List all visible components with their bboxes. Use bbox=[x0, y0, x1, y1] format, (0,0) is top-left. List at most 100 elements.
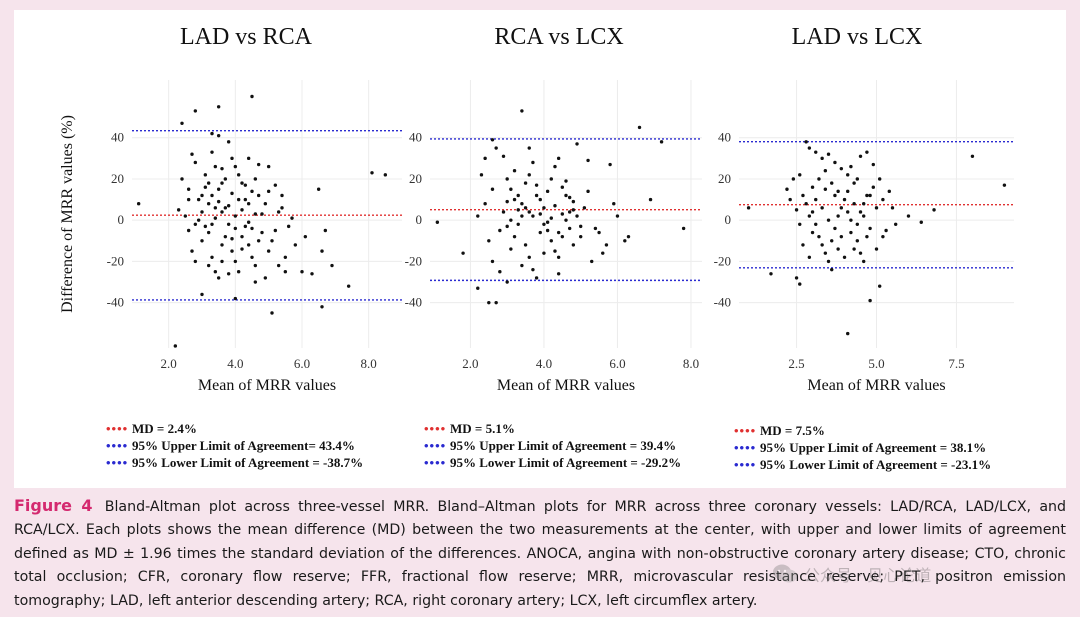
data-point bbox=[461, 251, 465, 255]
data-point bbox=[833, 193, 837, 198]
y-tick-label: -40 bbox=[714, 295, 731, 310]
legend-lower-text: 95% Lower Limit of Agreement = -23.1% bbox=[760, 457, 992, 472]
md-swatch: •••• bbox=[734, 423, 757, 438]
data-point bbox=[487, 239, 491, 243]
data-point bbox=[549, 216, 553, 220]
data-point bbox=[531, 214, 535, 218]
data-point bbox=[534, 276, 539, 280]
watermark: 公众号 · 见心论道 bbox=[772, 560, 1052, 588]
data-point bbox=[865, 234, 869, 239]
data-point bbox=[505, 177, 509, 181]
data-point bbox=[626, 234, 631, 239]
data-point bbox=[266, 164, 271, 169]
data-point bbox=[203, 185, 208, 189]
data-point bbox=[582, 206, 587, 210]
data-point bbox=[253, 263, 258, 268]
data-point bbox=[842, 255, 847, 259]
data-point bbox=[794, 276, 799, 280]
upper-swatch: •••• bbox=[734, 440, 757, 455]
data-point bbox=[346, 284, 351, 288]
data-point bbox=[476, 214, 480, 218]
wechat-icon bbox=[773, 564, 797, 583]
data-point bbox=[659, 140, 664, 144]
y-tick-label: 0 bbox=[416, 212, 423, 227]
x-tick-label: 4.0 bbox=[227, 356, 243, 371]
legend-rca-lcx: •••• MD = 5.1% •••• 95% Upper Limit of Agr… bbox=[424, 420, 681, 471]
data-point bbox=[575, 214, 579, 218]
x-tick-label: 2.0 bbox=[161, 356, 177, 371]
legend-md: •••• MD = 7.5% bbox=[734, 422, 991, 439]
data-point bbox=[893, 222, 898, 227]
data-point bbox=[206, 263, 211, 268]
data-point bbox=[769, 272, 773, 276]
data-point bbox=[571, 243, 576, 247]
data-point bbox=[483, 201, 487, 206]
data-point bbox=[283, 255, 288, 259]
data-point bbox=[884, 228, 888, 233]
data-point bbox=[216, 276, 221, 280]
data-point bbox=[256, 162, 261, 167]
data-point bbox=[839, 234, 844, 239]
data-point bbox=[498, 228, 502, 233]
x-axis-label: Mean of MRR values bbox=[807, 377, 945, 394]
data-point bbox=[545, 220, 550, 224]
data-point bbox=[810, 230, 815, 235]
y-tick-label: -20 bbox=[107, 253, 124, 268]
data-point bbox=[186, 228, 191, 233]
data-point bbox=[906, 214, 911, 218]
data-point bbox=[233, 259, 238, 264]
y-tick-label: 0 bbox=[118, 212, 125, 227]
data-point bbox=[826, 218, 831, 222]
data-point bbox=[567, 195, 572, 200]
data-point bbox=[236, 173, 241, 177]
legend-lower-text: 95% Lower Limit of Agreement = -29.2% bbox=[450, 455, 682, 470]
data-point bbox=[846, 189, 850, 194]
data-point bbox=[881, 234, 885, 239]
data-point bbox=[206, 201, 211, 206]
y-tick-label: -20 bbox=[405, 253, 422, 268]
data-point bbox=[794, 208, 799, 212]
data-point bbox=[226, 272, 231, 276]
y-tick-label: 40 bbox=[409, 130, 422, 145]
data-point bbox=[523, 243, 528, 247]
data-point bbox=[852, 181, 856, 185]
data-point bbox=[512, 234, 517, 239]
legend-md: •••• MD = 2.4% bbox=[106, 420, 363, 437]
data-point bbox=[579, 224, 583, 229]
data-point bbox=[881, 197, 885, 202]
data-point bbox=[176, 208, 181, 212]
data-point bbox=[213, 216, 218, 220]
y-tick-label: 20 bbox=[409, 171, 422, 186]
data-point bbox=[273, 183, 278, 187]
data-point bbox=[564, 193, 568, 198]
data-point bbox=[250, 226, 254, 231]
data-point bbox=[855, 239, 860, 243]
data-point bbox=[220, 181, 224, 185]
data-point bbox=[487, 300, 491, 305]
data-point bbox=[549, 177, 553, 181]
data-point bbox=[520, 201, 524, 206]
upper-swatch: •••• bbox=[424, 438, 447, 453]
data-point bbox=[200, 239, 204, 243]
x-tick-label: 8.0 bbox=[361, 356, 377, 371]
data-point bbox=[223, 234, 228, 239]
data-point bbox=[846, 331, 850, 336]
data-point bbox=[266, 189, 271, 194]
data-point bbox=[556, 230, 561, 235]
lower-swatch: •••• bbox=[734, 457, 757, 472]
data-point bbox=[233, 164, 238, 169]
data-point bbox=[527, 255, 531, 259]
data-point bbox=[648, 197, 653, 202]
data-point bbox=[865, 150, 869, 154]
data-point bbox=[817, 177, 821, 181]
data-point bbox=[435, 220, 440, 224]
data-point bbox=[136, 201, 141, 206]
legend-md-text: MD = 5.1% bbox=[450, 421, 515, 436]
data-point bbox=[216, 199, 221, 204]
data-point bbox=[545, 228, 550, 233]
y-tick-label: 20 bbox=[718, 171, 731, 186]
data-point bbox=[303, 234, 308, 239]
data-point bbox=[874, 206, 879, 210]
data-point bbox=[836, 214, 840, 218]
data-point bbox=[501, 154, 506, 158]
